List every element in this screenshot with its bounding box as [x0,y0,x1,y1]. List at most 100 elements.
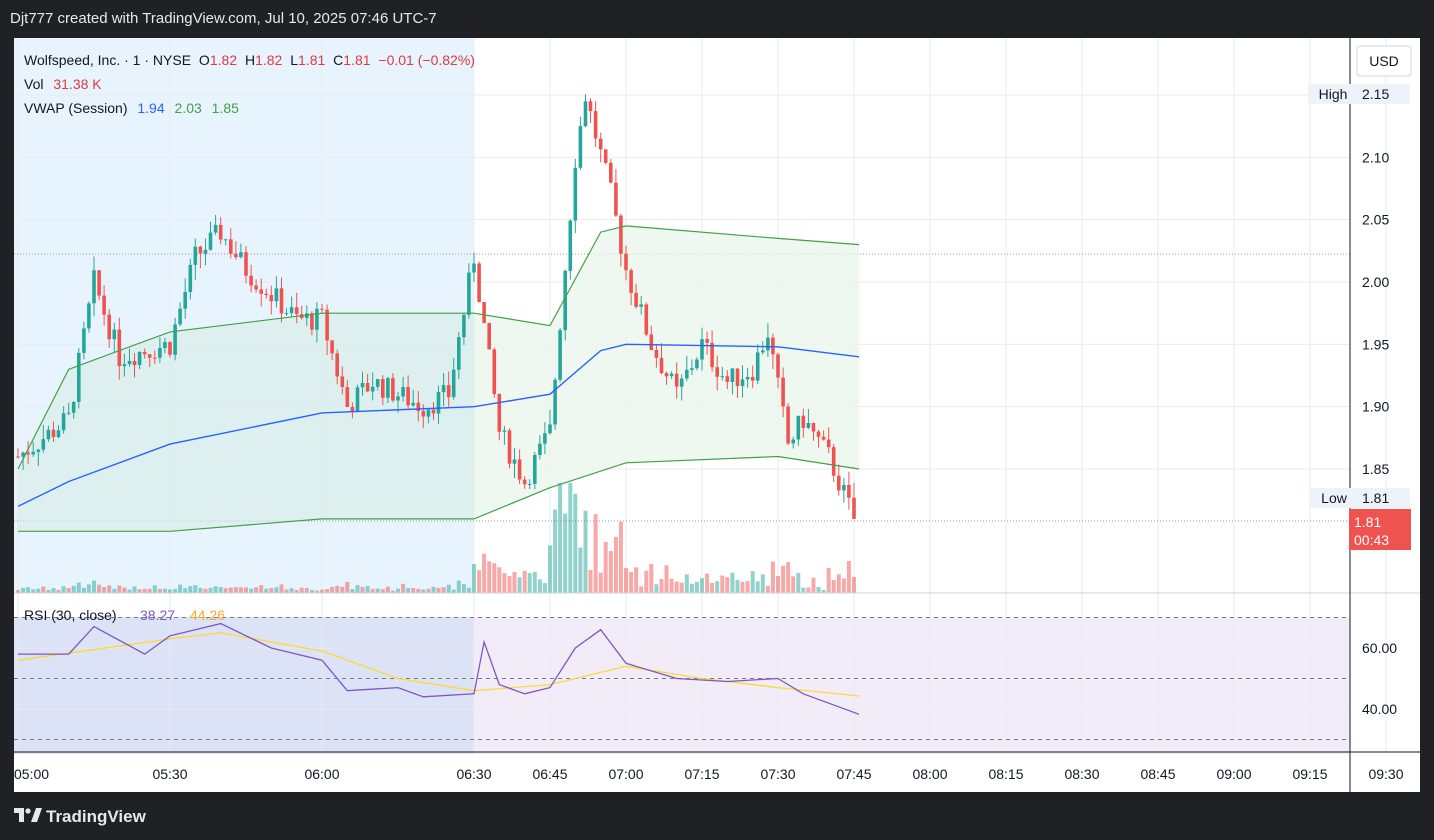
candle-body [609,162,613,183]
candle-body [730,368,735,382]
volume-bar [700,578,704,593]
volume-bar [188,586,193,593]
volume-bar [360,586,365,593]
candle-body [791,439,795,444]
top-bar: Djt777 created with TradingView.com, Jul… [0,0,1434,38]
countdown-value: 00:43 [1354,532,1389,548]
candle-body [249,275,253,286]
candle-body [381,379,385,398]
candle-body [781,377,785,407]
candle-body [649,334,654,350]
volume-bar [568,483,573,593]
volume-bar [173,588,178,593]
candle-body [122,364,127,367]
volume-bar [238,587,243,593]
candle-body [218,224,223,240]
candle-body [289,307,294,314]
candle-body [31,451,35,455]
currency-label: USD [1369,53,1399,69]
volume-bar [558,483,563,593]
candle-body [178,308,182,325]
price-tick-label: 1.90 [1362,399,1389,415]
high-label-box [1308,84,1358,104]
volume-bar [66,588,71,593]
price-tick-label: 2.00 [1362,274,1389,290]
candle-body [127,361,132,365]
candle-body [543,433,547,444]
volume-bar [446,584,451,593]
volume-bar [406,587,411,593]
candle-body [705,339,709,343]
candle-body [264,293,269,295]
candle-body [659,357,664,374]
volume-bar [279,584,284,593]
volume-bar [416,588,421,593]
volume-bar [608,551,613,593]
volume-bar [634,567,639,593]
candle-body [426,409,431,417]
volume-bar [548,545,552,593]
candle-body [168,342,172,355]
time-tick-label: 09:00 [1216,766,1251,782]
candle-body [386,378,390,398]
volume-bar [796,573,801,593]
chart-svg[interactable]: RSI (30, close) 38.27 44.26 2.15 2.10 2.05 2.0… [14,38,1420,792]
candle-body [82,328,86,353]
tradingview-logo-icon[interactable] [14,806,42,824]
candle-body [330,340,334,354]
volume-bar [81,587,86,593]
footer-brand[interactable]: TradingView [46,807,146,826]
candle-body [92,270,96,304]
candle-body [406,387,410,406]
volume-bar [370,588,375,593]
candle-body [720,376,725,378]
chart-frame[interactable]: RSI (30, close) 38.27 44.26 2.15 2.10 2.05 2.0… [14,38,1420,792]
volume-bar [664,565,669,593]
time-tick-label: 08:15 [988,766,1023,782]
candle-body [527,483,532,485]
price-tick-label: 1.85 [1362,461,1389,477]
volume-bar [41,586,46,593]
volume-bar [390,590,395,593]
volume-bar [86,584,91,593]
volume-bar [441,587,446,593]
candle-body [451,369,456,398]
volume-bar [841,578,846,593]
candle-body [755,352,760,381]
volume-bar [781,565,786,593]
candle-body [320,308,324,310]
volume-bar [507,576,512,593]
candle-body [477,263,481,302]
volume-bar [786,562,791,593]
high-label: High [1319,86,1348,102]
candle-body [132,361,137,365]
candle-body [87,303,91,329]
volume-bar [264,588,269,593]
volume-bar [654,584,659,593]
candle-body [41,439,46,450]
volume-bar [477,570,482,593]
time-tick-label: 08:45 [1140,766,1175,782]
candle-body [573,167,578,221]
candle-body [603,149,608,163]
candle-body [183,292,187,309]
candle-body [710,342,714,368]
volume-bar [811,577,816,593]
time-tick-label: 09:30 [1368,766,1403,782]
volume-bar [244,587,248,593]
high-value: 2.15 [1362,86,1389,102]
candle-body [766,337,770,351]
volume-bar [527,573,532,593]
candle-body [761,350,765,353]
candle-body [244,252,248,276]
candle-body [842,484,846,491]
candle-body [26,452,30,455]
candle-body [568,220,573,271]
rsi-line [18,622,860,715]
candle-body [213,224,218,233]
time-tick-label: 07:00 [608,766,643,782]
candle-body [370,386,375,392]
candle-body [467,272,471,315]
candle-body [401,387,405,397]
volume-bar [385,586,390,593]
